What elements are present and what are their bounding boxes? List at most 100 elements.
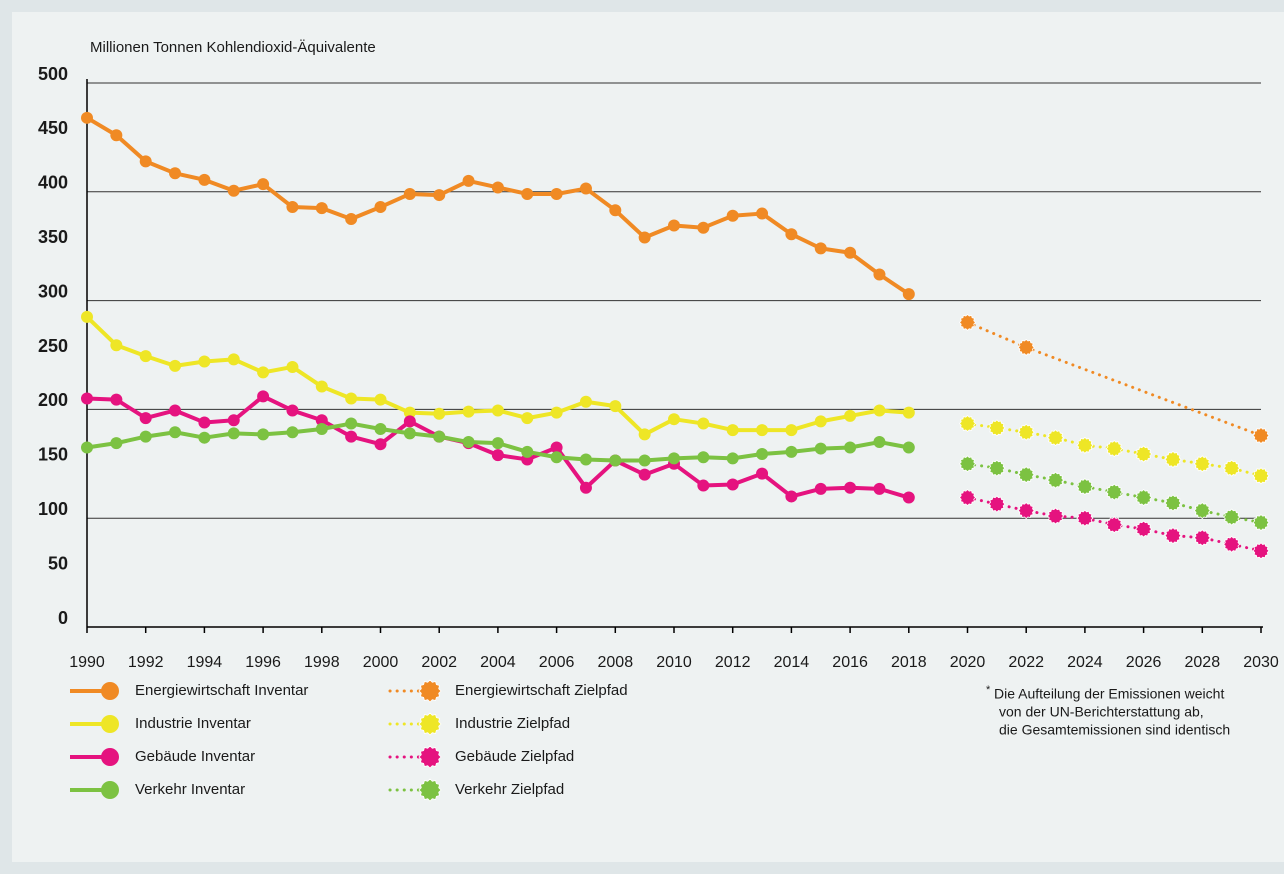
data-point bbox=[491, 181, 504, 194]
legend-marker bbox=[418, 712, 442, 736]
data-point bbox=[1193, 455, 1211, 473]
x-tick-label: 2010 bbox=[656, 654, 692, 671]
data-point bbox=[638, 231, 651, 244]
data-point bbox=[697, 221, 710, 234]
data-point bbox=[668, 219, 680, 232]
data-point bbox=[697, 451, 710, 464]
data-point bbox=[81, 111, 93, 124]
data-point bbox=[579, 453, 592, 466]
data-point bbox=[1076, 478, 1094, 496]
data-point bbox=[1076, 436, 1094, 454]
x-tick-label: 2008 bbox=[598, 654, 634, 671]
x-tick-label: 1990 bbox=[69, 654, 105, 671]
data-point bbox=[988, 495, 1006, 513]
data-point bbox=[814, 415, 827, 428]
data-point bbox=[1223, 535, 1241, 553]
data-point bbox=[958, 313, 977, 331]
data-point bbox=[844, 246, 857, 259]
data-point bbox=[345, 213, 358, 225]
data-point bbox=[286, 201, 299, 214]
data-point bbox=[958, 414, 977, 433]
data-point bbox=[286, 426, 299, 439]
data-point bbox=[668, 413, 680, 426]
data-point bbox=[1252, 542, 1270, 560]
data-point bbox=[315, 414, 328, 427]
data-point bbox=[1046, 507, 1065, 525]
data-point bbox=[139, 430, 152, 443]
legend-marker bbox=[101, 748, 119, 766]
x-tick-label: 1992 bbox=[128, 654, 164, 671]
legend-label: Industrie Zielpfad bbox=[455, 715, 570, 732]
data-point bbox=[462, 405, 475, 418]
data-point bbox=[198, 173, 211, 186]
legend-label: Verkehr Zielpfad bbox=[455, 781, 564, 798]
data-point bbox=[403, 187, 416, 200]
footnote: Die Aufteilung der Emissionen weicht bbox=[994, 686, 1224, 702]
data-point bbox=[81, 441, 93, 454]
data-point bbox=[1252, 426, 1270, 445]
data-point bbox=[462, 436, 475, 449]
data-point bbox=[257, 366, 270, 379]
legend-marker bbox=[101, 715, 119, 733]
data-point bbox=[345, 430, 358, 443]
data-point bbox=[403, 406, 416, 419]
y-tick-label: 250 bbox=[38, 336, 68, 356]
footnote-mark: * bbox=[986, 684, 991, 696]
data-point bbox=[286, 404, 299, 417]
data-point bbox=[988, 459, 1006, 477]
data-point bbox=[1252, 467, 1270, 485]
data-point bbox=[579, 481, 592, 494]
x-tick-label: 2006 bbox=[539, 654, 575, 671]
data-point bbox=[726, 209, 739, 222]
data-point bbox=[1135, 488, 1153, 507]
data-point bbox=[110, 129, 123, 142]
x-tick-label: 2030 bbox=[1243, 654, 1279, 671]
data-point bbox=[169, 167, 182, 180]
data-point bbox=[1105, 516, 1123, 534]
data-point bbox=[521, 412, 534, 425]
data-point bbox=[756, 207, 769, 220]
y-tick-label: 350 bbox=[38, 227, 68, 247]
data-point bbox=[1076, 509, 1094, 527]
data-point bbox=[491, 437, 504, 450]
legend-label: Gebäude Inventar bbox=[135, 748, 255, 765]
data-point bbox=[756, 424, 769, 437]
footnote: von der UN-Berichterstattung ab, bbox=[999, 704, 1204, 720]
data-point bbox=[638, 468, 651, 481]
x-tick-label: 2026 bbox=[1126, 654, 1162, 671]
y-axis-label: Millionen Tonnen Kohlendioxid-Äquivalent… bbox=[90, 39, 376, 56]
data-point bbox=[873, 436, 886, 449]
data-point bbox=[139, 155, 152, 168]
x-tick-label: 1994 bbox=[187, 654, 223, 671]
data-point bbox=[1017, 466, 1035, 484]
legend-label: Verkehr Inventar bbox=[135, 781, 245, 798]
data-point bbox=[785, 490, 798, 503]
data-point bbox=[374, 201, 387, 214]
data-point bbox=[902, 441, 915, 454]
data-point bbox=[374, 393, 387, 406]
data-point bbox=[579, 182, 592, 195]
data-point bbox=[139, 412, 152, 425]
data-point bbox=[785, 228, 798, 241]
data-point bbox=[1046, 429, 1065, 447]
data-point bbox=[403, 415, 416, 428]
data-point bbox=[139, 350, 152, 363]
data-point bbox=[286, 360, 299, 373]
data-point bbox=[521, 445, 534, 458]
data-point bbox=[169, 359, 182, 372]
data-point bbox=[638, 454, 651, 467]
data-point bbox=[638, 428, 651, 441]
data-point bbox=[374, 438, 387, 451]
y-tick-label: 50 bbox=[48, 553, 68, 573]
data-point bbox=[844, 481, 857, 494]
data-point bbox=[873, 404, 886, 417]
legend-label: Energiewirtschaft Inventar bbox=[135, 682, 308, 699]
x-tick-label: 2016 bbox=[832, 654, 868, 671]
data-point bbox=[1017, 423, 1035, 441]
data-point bbox=[902, 288, 915, 301]
data-point bbox=[609, 400, 622, 413]
y-tick-label: 0 bbox=[58, 608, 68, 628]
data-point bbox=[609, 454, 622, 467]
x-tick-label: 2012 bbox=[715, 654, 751, 671]
data-point bbox=[403, 427, 416, 440]
